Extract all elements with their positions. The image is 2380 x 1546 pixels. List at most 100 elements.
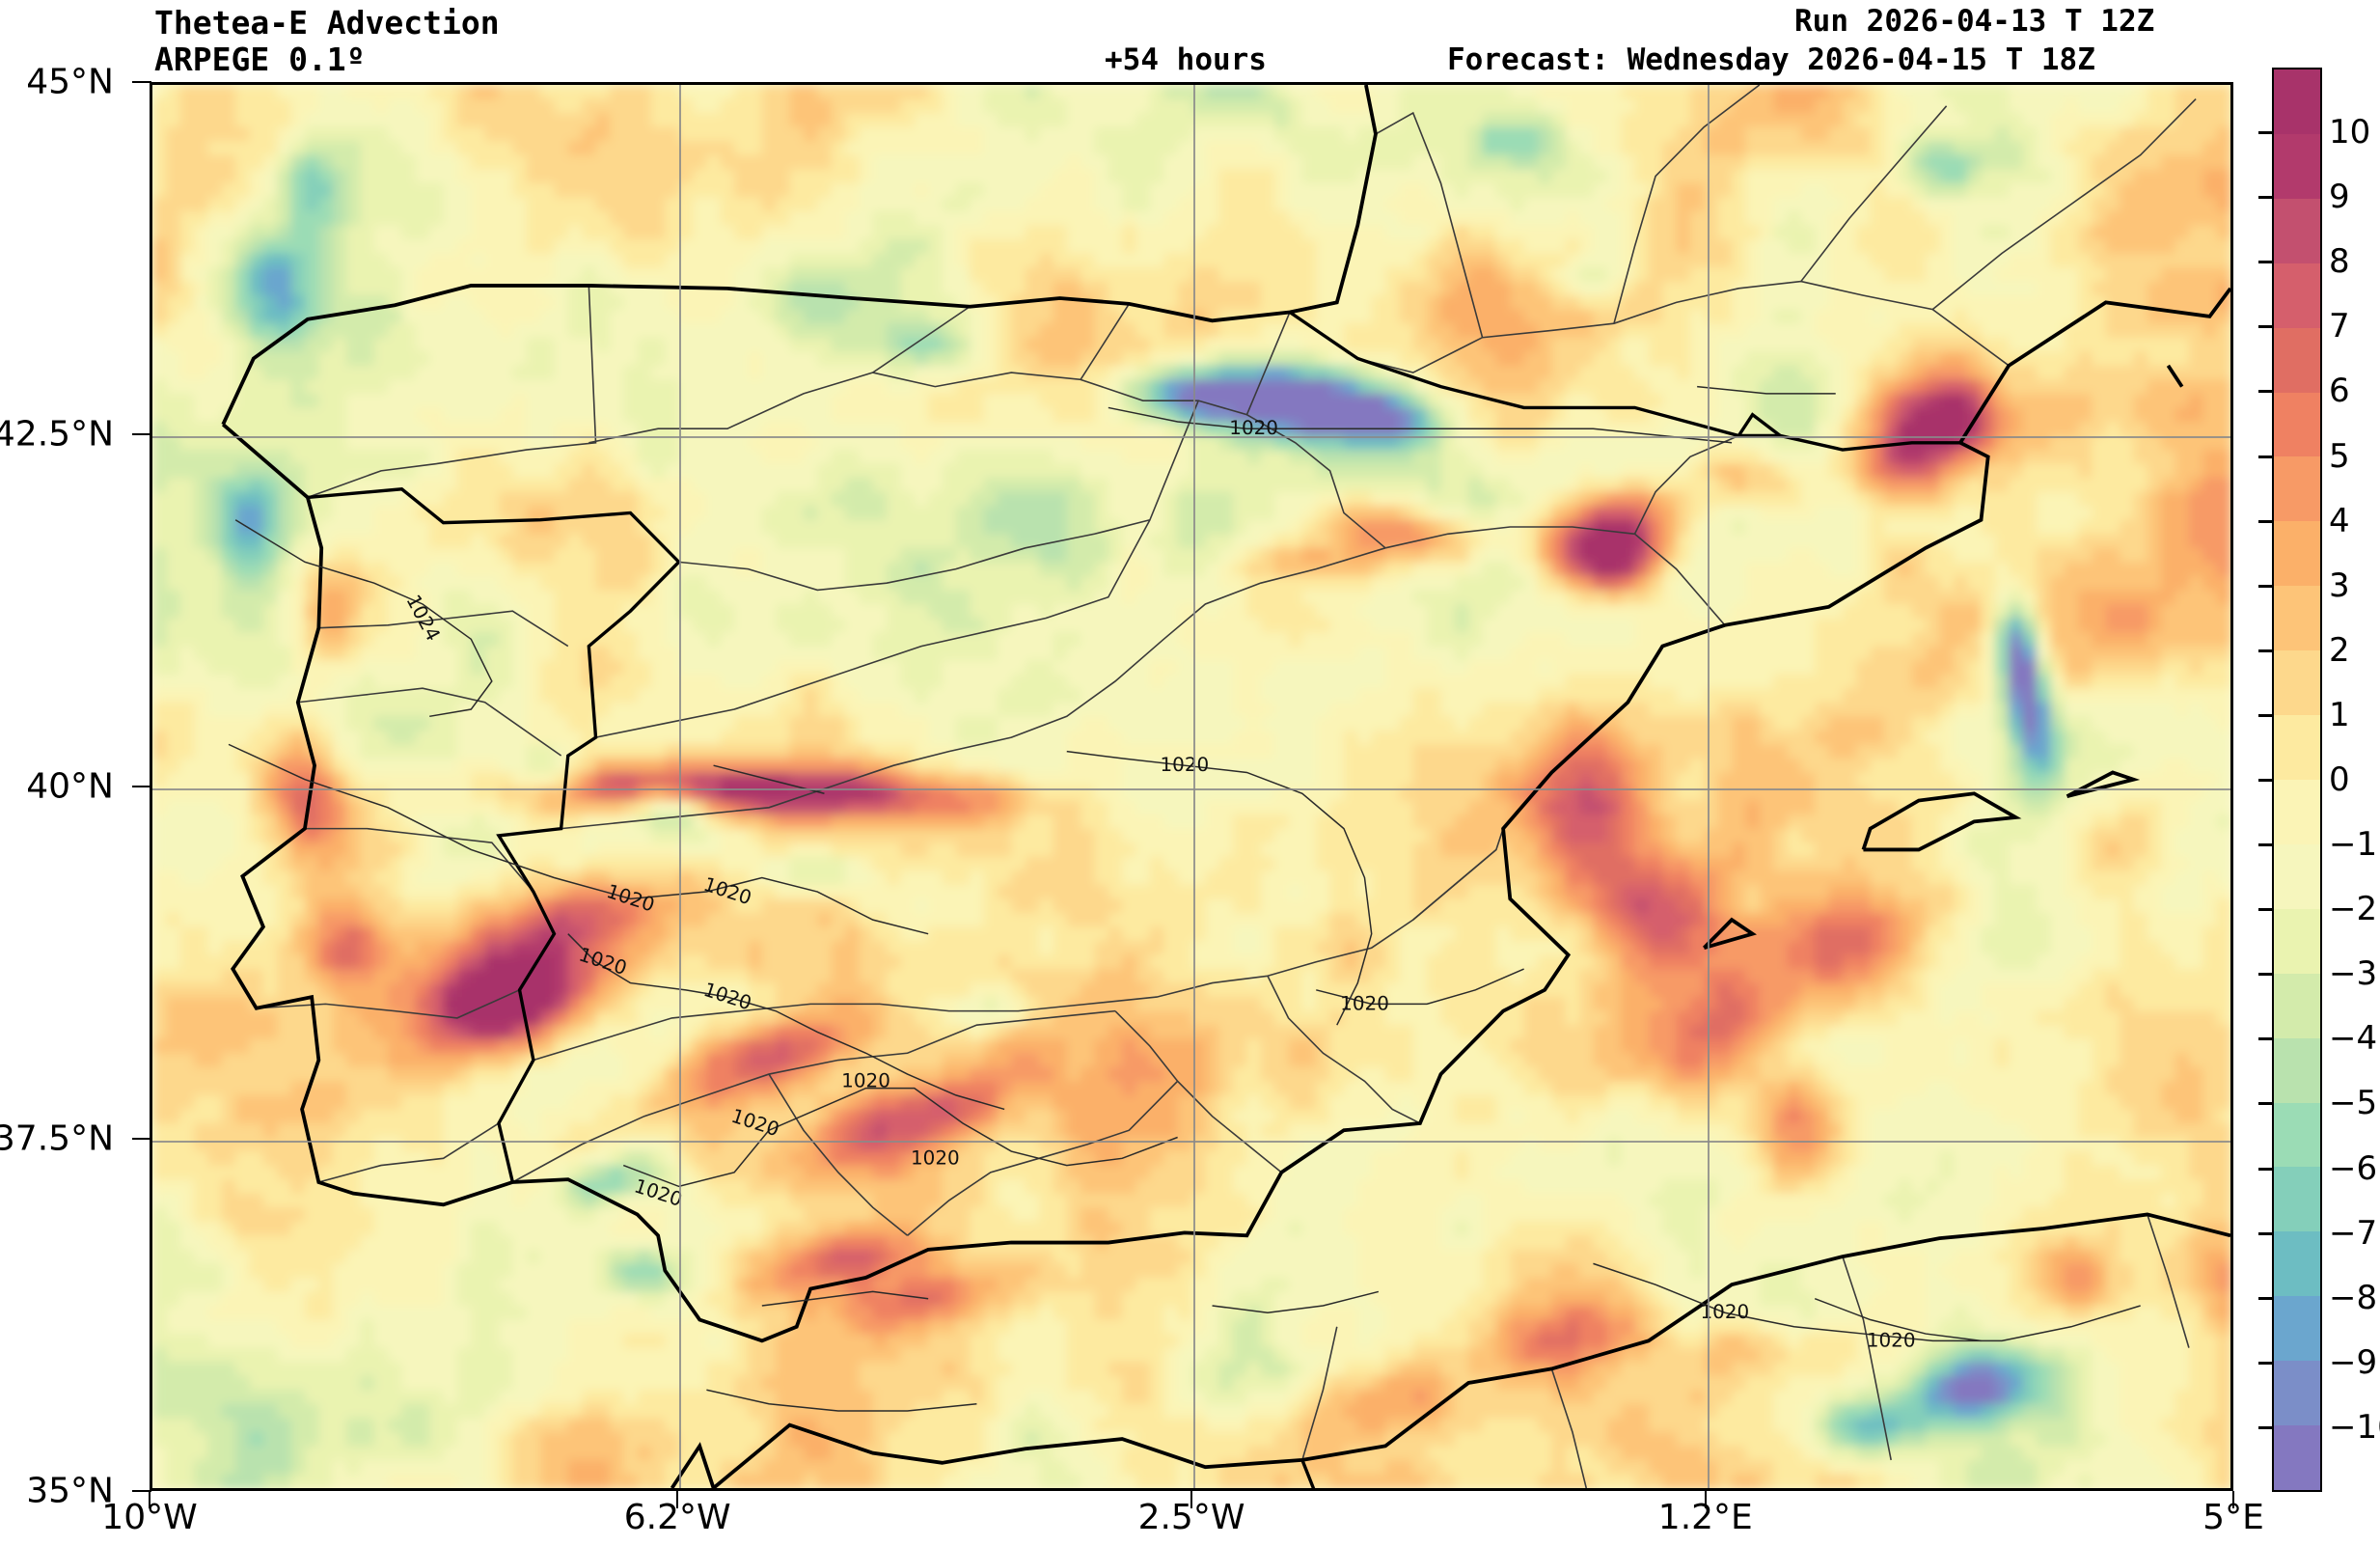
coastlines-and-borders	[221, 85, 2230, 1488]
model-label: ARPEGE 0.1º	[154, 41, 366, 78]
colorbar-tick	[2258, 1167, 2274, 1171]
colorbar-band	[2274, 908, 2320, 974]
colorbar-tick	[2258, 908, 2274, 912]
forecast-valid-label: Forecast: Wednesday 2026-04-15 T 18Z	[1447, 42, 2095, 77]
colorbar-tick	[2258, 1425, 2274, 1429]
colorbar-band	[2274, 392, 2320, 457]
colorbar-band	[2274, 843, 2320, 909]
colorbar-band	[2274, 1296, 2320, 1362]
y-axis-tick	[132, 786, 151, 787]
colorbar-tick	[2258, 1102, 2274, 1106]
colorbar-tick-label: −4	[2329, 1019, 2378, 1059]
lead-time-label: +54 hours	[1105, 42, 1267, 77]
colorbar-tick	[2258, 390, 2274, 394]
colorbar-tick-label: −9	[2329, 1342, 2378, 1382]
thetae-advection-field: 1024 1020 1020 1020 1020 1020 1020 1020 1020 1020…	[152, 85, 2230, 1488]
colorbar-tick-label: 5	[2329, 436, 2350, 476]
colorbar	[2272, 68, 2322, 1492]
colorbar-band	[2274, 327, 2320, 393]
colorbar-tick	[2258, 843, 2274, 847]
colorbar-tick-label: −8	[2329, 1278, 2378, 1317]
graticule-meridian	[1707, 85, 1710, 1488]
colorbar-tick-label: 10	[2329, 113, 2371, 152]
y-axis-tick	[132, 433, 151, 435]
colorbar-tick	[2258, 649, 2274, 652]
graticule-meridian	[679, 85, 682, 1488]
colorbar-tick-label: 1	[2329, 695, 2350, 734]
y-axis-label: 40°N	[26, 766, 114, 807]
colorbar-tick	[2258, 713, 2274, 717]
colorbar-tick-label: −3	[2329, 954, 2378, 994]
colorbar-tick	[2258, 1231, 2274, 1235]
colorbar-tick-label: −10	[2329, 1407, 2380, 1447]
colorbar-tick	[2258, 1037, 2274, 1041]
colorbar-tick-label: 2	[2329, 630, 2350, 670]
colorbar-tick	[2258, 196, 2274, 200]
y-axis-label: 37.5°N	[0, 1118, 114, 1159]
colorbar-tick-label: −1	[2329, 825, 2378, 865]
colorbar-tick	[2258, 261, 2274, 264]
colorbar-band	[2274, 1167, 2320, 1232]
x-axis-tick	[2232, 1491, 2234, 1508]
x-axis-label: 2.5°W	[1137, 1498, 1245, 1537]
y-axis-tick	[132, 1138, 151, 1140]
colorbar-tick-label: 6	[2329, 372, 2350, 411]
colorbar-band	[2274, 262, 2320, 328]
colorbar-tick-label: −7	[2329, 1213, 2378, 1253]
colorbar-tick	[2258, 519, 2274, 523]
x-axis-label: 5°E	[2202, 1498, 2264, 1537]
y-axis-tick	[132, 81, 151, 83]
x-axis-tick	[1704, 1491, 1707, 1508]
colorbar-tick-label: 7	[2329, 307, 2350, 346]
colorbar-tick-label: −2	[2329, 890, 2378, 929]
colorbar-band	[2274, 779, 2320, 844]
x-axis-tick	[149, 1491, 150, 1508]
page-title: Thetea-E Advection	[154, 4, 500, 41]
colorbar-band	[2274, 1037, 2320, 1103]
colorbar-band	[2274, 1231, 2320, 1297]
colorbar-band	[2274, 973, 2320, 1038]
colorbar-tick-label: 4	[2329, 501, 2350, 540]
colorbar-tick	[2258, 325, 2274, 329]
x-axis-label: 1.2°E	[1657, 1498, 1753, 1537]
colorbar-tick-label: 3	[2329, 566, 2350, 605]
colorbar-tick	[2258, 973, 2274, 977]
colorbar-band	[2274, 1361, 2320, 1426]
x-axis-tick	[676, 1491, 679, 1508]
graticule-meridian	[1193, 85, 1195, 1488]
colorbar-tick-label: −6	[2329, 1148, 2378, 1188]
colorbar-band	[2274, 69, 2320, 134]
colorbar-tick	[2258, 779, 2274, 782]
colorbar-tick	[2258, 455, 2274, 458]
graticule-parallel	[152, 436, 2230, 438]
colorbar-band	[2274, 456, 2320, 522]
x-axis-label: 10°W	[101, 1498, 198, 1537]
colorbar-band	[2274, 133, 2320, 199]
colorbar-tick	[2258, 1296, 2274, 1300]
run-timestamp-label: Run 2026-04-13 T 12Z	[1794, 4, 2155, 39]
y-axis-tick	[132, 1490, 151, 1492]
colorbar-band	[2274, 1425, 2320, 1490]
colorbar-band	[2274, 198, 2320, 263]
colorbar-tick	[2258, 1361, 2274, 1365]
graticule-parallel	[152, 788, 2230, 790]
colorbar-tick-label: −5	[2329, 1084, 2378, 1123]
x-axis-tick	[1190, 1491, 1192, 1508]
colorbar-tick	[2258, 131, 2274, 135]
map-plot-area: 1024 1020 1020 1020 1020 1020 1020 1020 1020 1020…	[150, 82, 2233, 1491]
colorbar-tick-label: 9	[2329, 178, 2350, 217]
colorbar-band	[2274, 521, 2320, 587]
colorbar-band	[2274, 650, 2320, 716]
y-axis-label: 45°N	[26, 62, 114, 102]
y-axis-label: 35°N	[26, 1471, 114, 1511]
colorbar-band	[2274, 715, 2320, 780]
colorbar-band	[2274, 586, 2320, 651]
colorbar-band	[2274, 1102, 2320, 1168]
graticule-parallel	[152, 1141, 2230, 1143]
x-axis-label: 6.2°W	[623, 1498, 731, 1537]
isobar-contours	[228, 385, 2141, 1412]
y-axis-label: 42.5°N	[0, 414, 114, 455]
colorbar-tick-label: 8	[2329, 242, 2350, 282]
colorbar-tick	[2258, 584, 2274, 588]
